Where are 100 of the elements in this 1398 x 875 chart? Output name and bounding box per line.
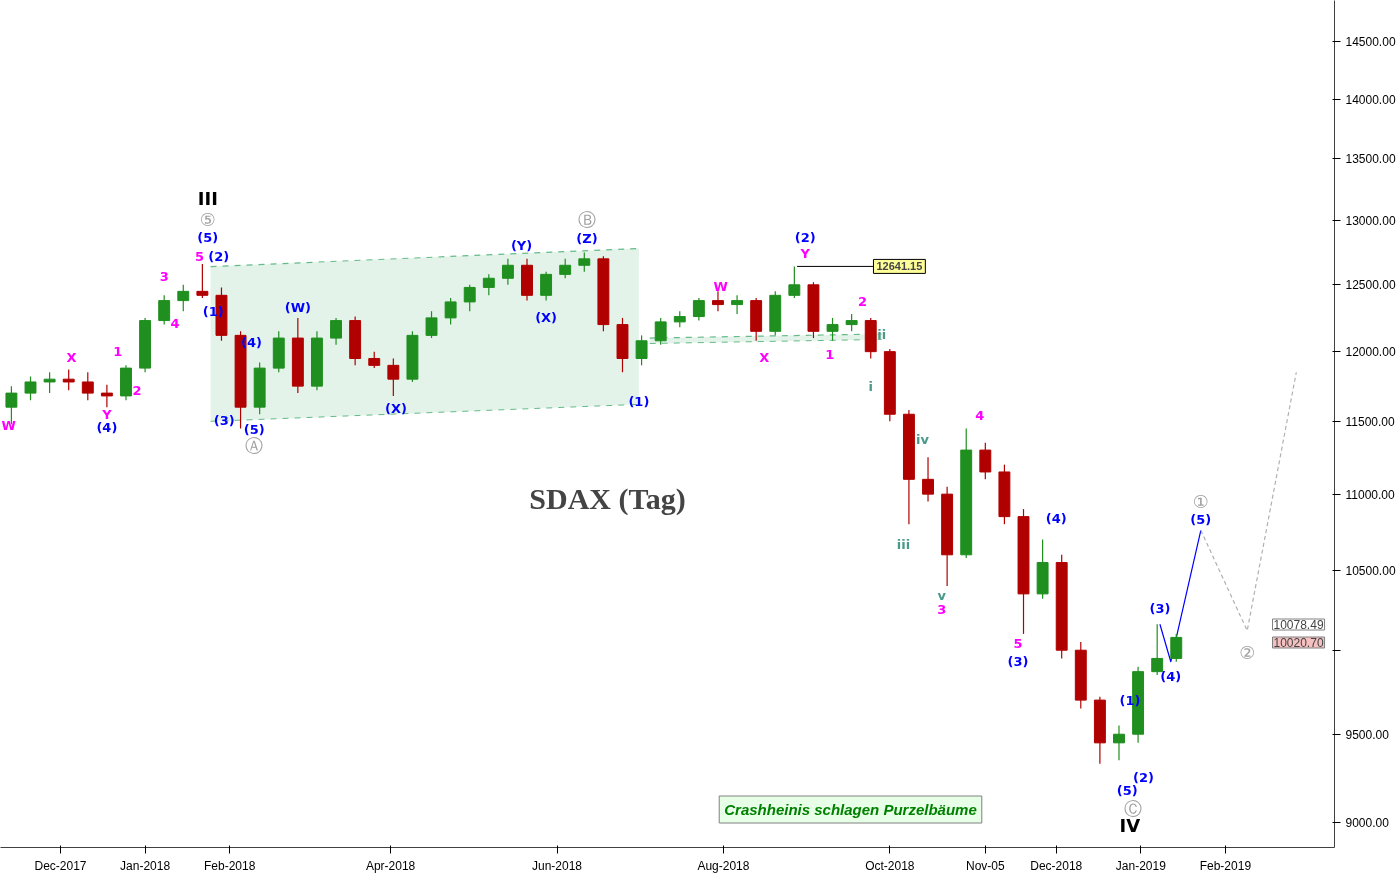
candlestick bbox=[501, 258, 514, 286]
candlestick bbox=[922, 456, 934, 503]
annotation: 4 bbox=[170, 315, 180, 331]
candlestick bbox=[979, 442, 992, 480]
annotation: Ⓐ bbox=[245, 435, 264, 457]
y-tick-label: 13000.00 bbox=[1345, 214, 1396, 229]
y-tick-label: 14500.00 bbox=[1345, 35, 1396, 50]
candlestick bbox=[1170, 633, 1183, 663]
annotation: (X) bbox=[385, 401, 408, 417]
annotation: (1) bbox=[628, 394, 650, 410]
candlestick bbox=[100, 384, 113, 408]
x-tick-label: Feb-2019 bbox=[1199, 858, 1252, 873]
x-tick-label: Jan-2019 bbox=[1115, 858, 1167, 873]
annotation: i bbox=[868, 378, 873, 394]
x-tick-label: Feb-2018 bbox=[203, 858, 256, 873]
x-tick-label: Dec-2018 bbox=[1030, 858, 1083, 873]
candlestick bbox=[444, 297, 457, 326]
x-tick-label: Dec-2017 bbox=[34, 858, 87, 873]
annotation: 3 bbox=[937, 602, 947, 618]
annotation: 12641.15 bbox=[876, 260, 923, 273]
y-tick-label: 12000.00 bbox=[1345, 345, 1396, 360]
y-tick-label: 11500.00 bbox=[1345, 414, 1395, 429]
candlestick bbox=[463, 284, 476, 312]
candlestick bbox=[330, 317, 342, 346]
annotation: (Z) bbox=[576, 230, 598, 246]
annotation: X bbox=[66, 349, 77, 365]
x-tick-label: Jan-2018 bbox=[120, 858, 171, 873]
annotation: iv bbox=[916, 432, 930, 448]
candlestick bbox=[540, 271, 553, 302]
annotation: 1 bbox=[113, 344, 123, 360]
annotation: ② bbox=[1239, 642, 1256, 664]
annotation: (2) bbox=[208, 248, 230, 264]
annotation: (5) bbox=[197, 229, 219, 245]
candlestick bbox=[177, 284, 190, 312]
y-tick-label: 14000.00 bbox=[1345, 92, 1396, 107]
candlestick bbox=[387, 357, 400, 397]
candlestick bbox=[712, 290, 724, 312]
annotation: (5) bbox=[243, 422, 265, 438]
annotation: (X) bbox=[535, 310, 558, 326]
x-tick-label: Oct-2018 bbox=[865, 858, 915, 873]
x-tick-label: Apr-2018 bbox=[365, 858, 416, 873]
annotation: (4) bbox=[1160, 669, 1182, 685]
x-tick-label: Nov-05 bbox=[965, 858, 1005, 873]
annotation: W bbox=[1, 418, 16, 434]
annotation: 5 bbox=[1013, 636, 1023, 652]
annotation: 1 bbox=[825, 346, 835, 362]
annotation: ⑤ bbox=[199, 208, 216, 230]
candlestick bbox=[654, 317, 667, 346]
annotation: Y bbox=[101, 406, 113, 422]
annotation: Crashheinis schlagen Purzelbäume bbox=[724, 801, 977, 818]
annotation: ① bbox=[1192, 491, 1209, 513]
y-tick-label: 12500.00 bbox=[1345, 278, 1396, 293]
annotation: (5) bbox=[1190, 512, 1212, 528]
annotation: (4) bbox=[96, 419, 118, 435]
annotation: (Y) bbox=[510, 238, 533, 254]
annotation: (W) bbox=[284, 299, 311, 315]
candlestick bbox=[43, 371, 56, 394]
annotation: (4) bbox=[1045, 510, 1067, 526]
y-tick-label: 9000.00 bbox=[1345, 816, 1390, 831]
annotation: iii bbox=[896, 536, 911, 552]
annotation: (3) bbox=[213, 413, 235, 429]
annotation: Y bbox=[799, 246, 811, 262]
annotation: Ⓑ bbox=[578, 208, 597, 230]
x-tick-label: Aug-2018 bbox=[697, 858, 750, 873]
annotation: 2 bbox=[858, 294, 868, 310]
y-tick-label: 13500.00 bbox=[1345, 152, 1396, 167]
candlestick bbox=[81, 371, 94, 401]
annotation: 2 bbox=[132, 382, 142, 398]
annotation: 10078.49 bbox=[1273, 618, 1324, 632]
annotation: X bbox=[759, 349, 770, 365]
annotation: 4 bbox=[975, 408, 985, 424]
candlestick bbox=[482, 273, 495, 296]
candlestick bbox=[158, 294, 171, 326]
candlestick bbox=[62, 368, 75, 391]
annotation: 10020.70 bbox=[1273, 636, 1324, 650]
y-tick-label: 11000.00 bbox=[1345, 487, 1395, 502]
annotation: 5 bbox=[195, 248, 205, 264]
annotation: (3) bbox=[1007, 654, 1029, 670]
candlestick bbox=[425, 310, 438, 339]
annotation: (2) bbox=[794, 229, 816, 245]
annotation: III bbox=[197, 187, 218, 209]
candlestick bbox=[559, 258, 572, 279]
candlestick bbox=[692, 297, 705, 322]
candlestick bbox=[196, 263, 209, 299]
annotation: ii bbox=[877, 326, 887, 342]
y-tick-label: 9500.00 bbox=[1345, 727, 1390, 742]
candlestick bbox=[1113, 725, 1125, 761]
text: SDAX (Tag) bbox=[529, 482, 686, 516]
candlestick bbox=[635, 334, 648, 366]
candlestick bbox=[826, 317, 839, 342]
candlestick bbox=[578, 251, 591, 273]
x-tick-label: Jun-2018 bbox=[532, 858, 583, 873]
annotation: (3) bbox=[1149, 600, 1171, 616]
candlestick bbox=[24, 375, 37, 401]
candlestick bbox=[788, 265, 801, 299]
annotation: W bbox=[713, 278, 728, 294]
candlestick bbox=[731, 294, 744, 315]
annotation: 3 bbox=[159, 269, 169, 285]
annotation: v bbox=[937, 587, 947, 603]
y-tick-label: 10500.00 bbox=[1345, 563, 1396, 578]
